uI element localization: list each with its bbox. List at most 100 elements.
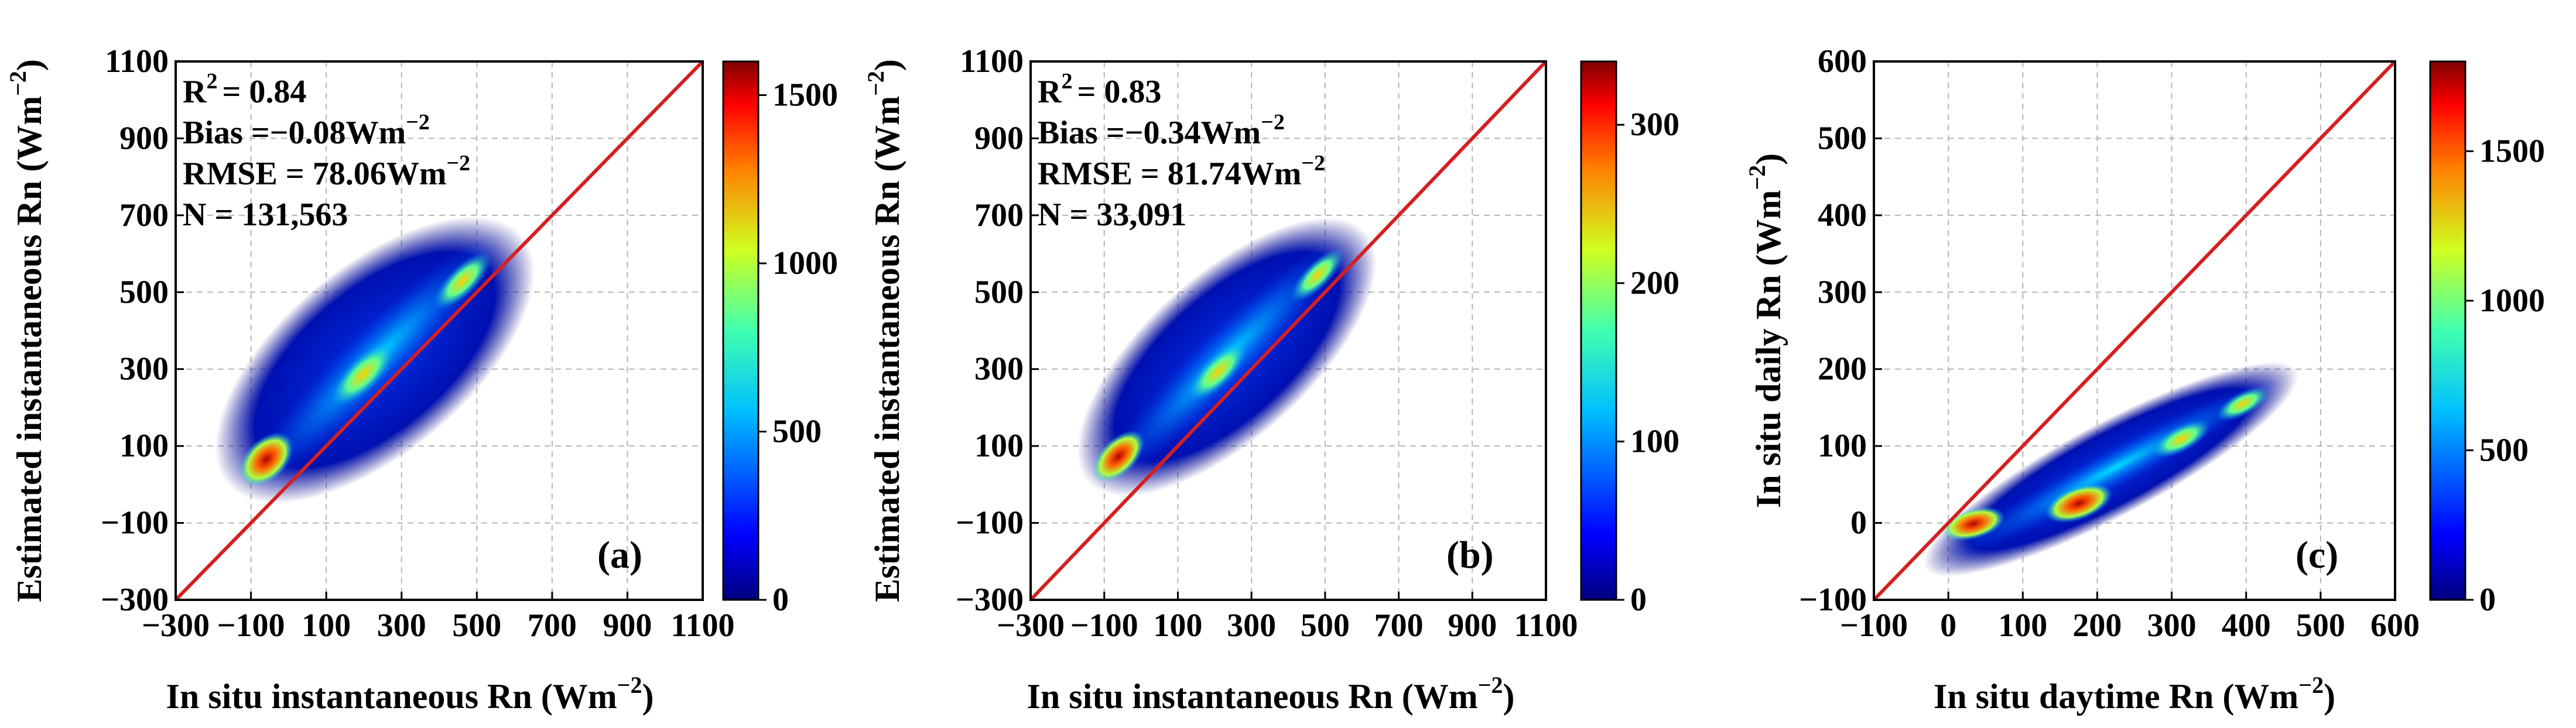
density-high-b — [1291, 248, 1345, 302]
panel-b: −300−300−100−100100100300300500500700700… — [863, 43, 1679, 716]
density-peak-a — [239, 432, 294, 487]
y-tick-label: 900 — [974, 120, 1024, 156]
colorbar-tick-label: 1500 — [772, 77, 838, 114]
y-tick-label: −300 — [101, 582, 169, 618]
colorbar-c — [2429, 60, 2466, 601]
plot-frame-a — [175, 60, 704, 601]
y-tick-label: 100 — [119, 428, 169, 464]
x-tick-label: 600 — [2370, 607, 2420, 644]
y-tick-label: 300 — [119, 351, 169, 387]
rmse-label-b: RMSE = 81.74Wm−2 — [1038, 151, 1325, 192]
x-tick-label: 700 — [528, 607, 577, 644]
y-tick-label: 500 — [974, 274, 1024, 310]
x-tick-label: −100 — [1070, 607, 1138, 644]
x-tick-label: 1100 — [671, 607, 735, 644]
colorbar-tick-label: 0 — [1630, 582, 1647, 618]
plot-frame-c — [1873, 60, 2396, 601]
colorbar-tick-label: 200 — [1630, 265, 1679, 301]
y-tick-label: 100 — [1818, 428, 1867, 464]
x-tick-label: 700 — [1374, 607, 1424, 644]
y-tick-label: 900 — [119, 120, 169, 156]
y-tick-label: −100 — [956, 505, 1024, 541]
density-peak-b — [1092, 430, 1145, 483]
colorbar-tick-label: 500 — [2479, 432, 2529, 468]
x-tick-label: 100 — [1153, 607, 1202, 644]
plot-frame-b — [1029, 60, 1547, 601]
x-tick-label: −300 — [142, 607, 210, 644]
y-tick-label: 300 — [974, 351, 1024, 387]
x-axis-title-c: In situ daytime Rn (Wm−2) — [1934, 672, 2335, 716]
y-tick-label: −100 — [1799, 582, 1867, 618]
density-peak-c-2 — [2045, 483, 2113, 523]
r2-label-b: R2 = 0.83 — [1038, 69, 1161, 110]
rmse-label-a: RMSE = 78.06Wm−2 — [183, 151, 470, 192]
bias-label-a: Bias =−0.08Wm−2 — [183, 110, 430, 151]
y-tick-label: 500 — [119, 274, 169, 310]
x-tick-label: −100 — [217, 607, 285, 644]
y-tick-label: 600 — [1818, 43, 1867, 80]
x-tick-label: 900 — [1448, 607, 1497, 644]
y-tick-label: 100 — [974, 428, 1024, 464]
colorbar-ticks-a: 0 500 1000 1500 — [758, 77, 838, 618]
panel-tag-c: (c) — [2296, 534, 2338, 576]
y-tick-label: 700 — [974, 197, 1024, 233]
bias-label-b: Bias =−0.34Wm−2 — [1038, 110, 1285, 151]
x-tick-label: 400 — [2222, 607, 2271, 644]
density-mid-c-2 — [2216, 386, 2270, 421]
density-cloud-b — [1077, 217, 1377, 497]
n-label-b: N = 33,091 — [1038, 197, 1186, 233]
y-tick-label: 700 — [119, 197, 169, 233]
x-tick-label: −300 — [997, 607, 1065, 644]
y-axis-title-c: In situ daily Rn (Wm−2) — [1744, 153, 1788, 508]
colorbar-ticks-b: 0 100 200 300 — [1616, 107, 1679, 618]
y-tick-label: −300 — [956, 582, 1024, 618]
density-high-a — [433, 252, 492, 310]
y-tick-label: 500 — [1818, 120, 1867, 156]
panel-c: −100−100 0 0 100 100 200 200 300 300 400 400 500 500… — [1744, 43, 2545, 716]
colorbar-tick-label: 500 — [772, 414, 822, 450]
y-tick-label: 300 — [1818, 274, 1867, 310]
y-tick-label: 200 — [1818, 351, 1867, 387]
x-tick-label: 200 — [2072, 607, 2122, 644]
x-tick-label: 500 — [2296, 607, 2345, 644]
panel-a: −300−300−100−100100100300300500500700700… — [5, 43, 838, 716]
x-tick-label: 500 — [452, 607, 501, 644]
panel-tag-b: (b) — [1446, 534, 1494, 576]
one-to-one-line-a — [174, 60, 704, 602]
y-axis-title-b: Estimated instantaneous Rn (Wm−2) — [863, 59, 906, 602]
x-tick-label: 300 — [2147, 607, 2197, 644]
colorbar-tick-label: 1000 — [772, 245, 838, 281]
x-tick-label: 0 — [1940, 607, 1956, 644]
x-tick-label: −100 — [1840, 607, 1908, 644]
colorbar-ticks-c: 0 500 1000 1500 — [2465, 133, 2545, 618]
colorbar-tick-label: 300 — [1630, 107, 1679, 143]
colorbar-tick-label: 100 — [1630, 423, 1679, 459]
y-tick-label: −100 — [101, 505, 169, 541]
y-axis-title-a: Estimated instantaneous Rn (Wm−2) — [5, 59, 49, 602]
panel-tag-a: (a) — [597, 534, 642, 576]
density-mid-a — [331, 343, 395, 406]
y-tick-label: 0 — [1850, 505, 1867, 541]
x-tick-label: 300 — [1227, 607, 1276, 644]
colorbar-tick-label: 0 — [772, 582, 789, 618]
x-tick-label: 100 — [1998, 607, 2047, 644]
ticks-a: −300−300−100−100100100300300500500700700… — [101, 43, 734, 644]
density-mid-c-1 — [2152, 420, 2211, 458]
x-axis-title-b: In situ instantaneous Rn (Wm−2) — [1027, 672, 1515, 716]
y-tick-label: 400 — [1818, 197, 1867, 233]
x-tick-label: 500 — [1301, 607, 1350, 644]
y-tick-label: 1100 — [105, 43, 169, 80]
colorbar-tick-label: 1500 — [2479, 133, 2545, 169]
colorbar-b — [1580, 60, 1617, 601]
x-axis-title-a: In situ instantaneous Rn (Wm−2) — [166, 672, 654, 716]
x-tick-label: 100 — [302, 607, 351, 644]
r2-label-a: R2 = 0.84 — [183, 69, 306, 110]
colorbar-a — [722, 60, 760, 601]
density-cloud-a — [215, 217, 535, 503]
density-mid-b — [1189, 342, 1247, 401]
x-tick-label: 900 — [603, 607, 652, 644]
x-tick-label: 1100 — [1514, 607, 1578, 644]
ticks-c: −100−100 0 0 100 100 200 200 300 300 400 400 500 500… — [1799, 43, 2420, 644]
y-tick-label: 1100 — [960, 43, 1024, 80]
